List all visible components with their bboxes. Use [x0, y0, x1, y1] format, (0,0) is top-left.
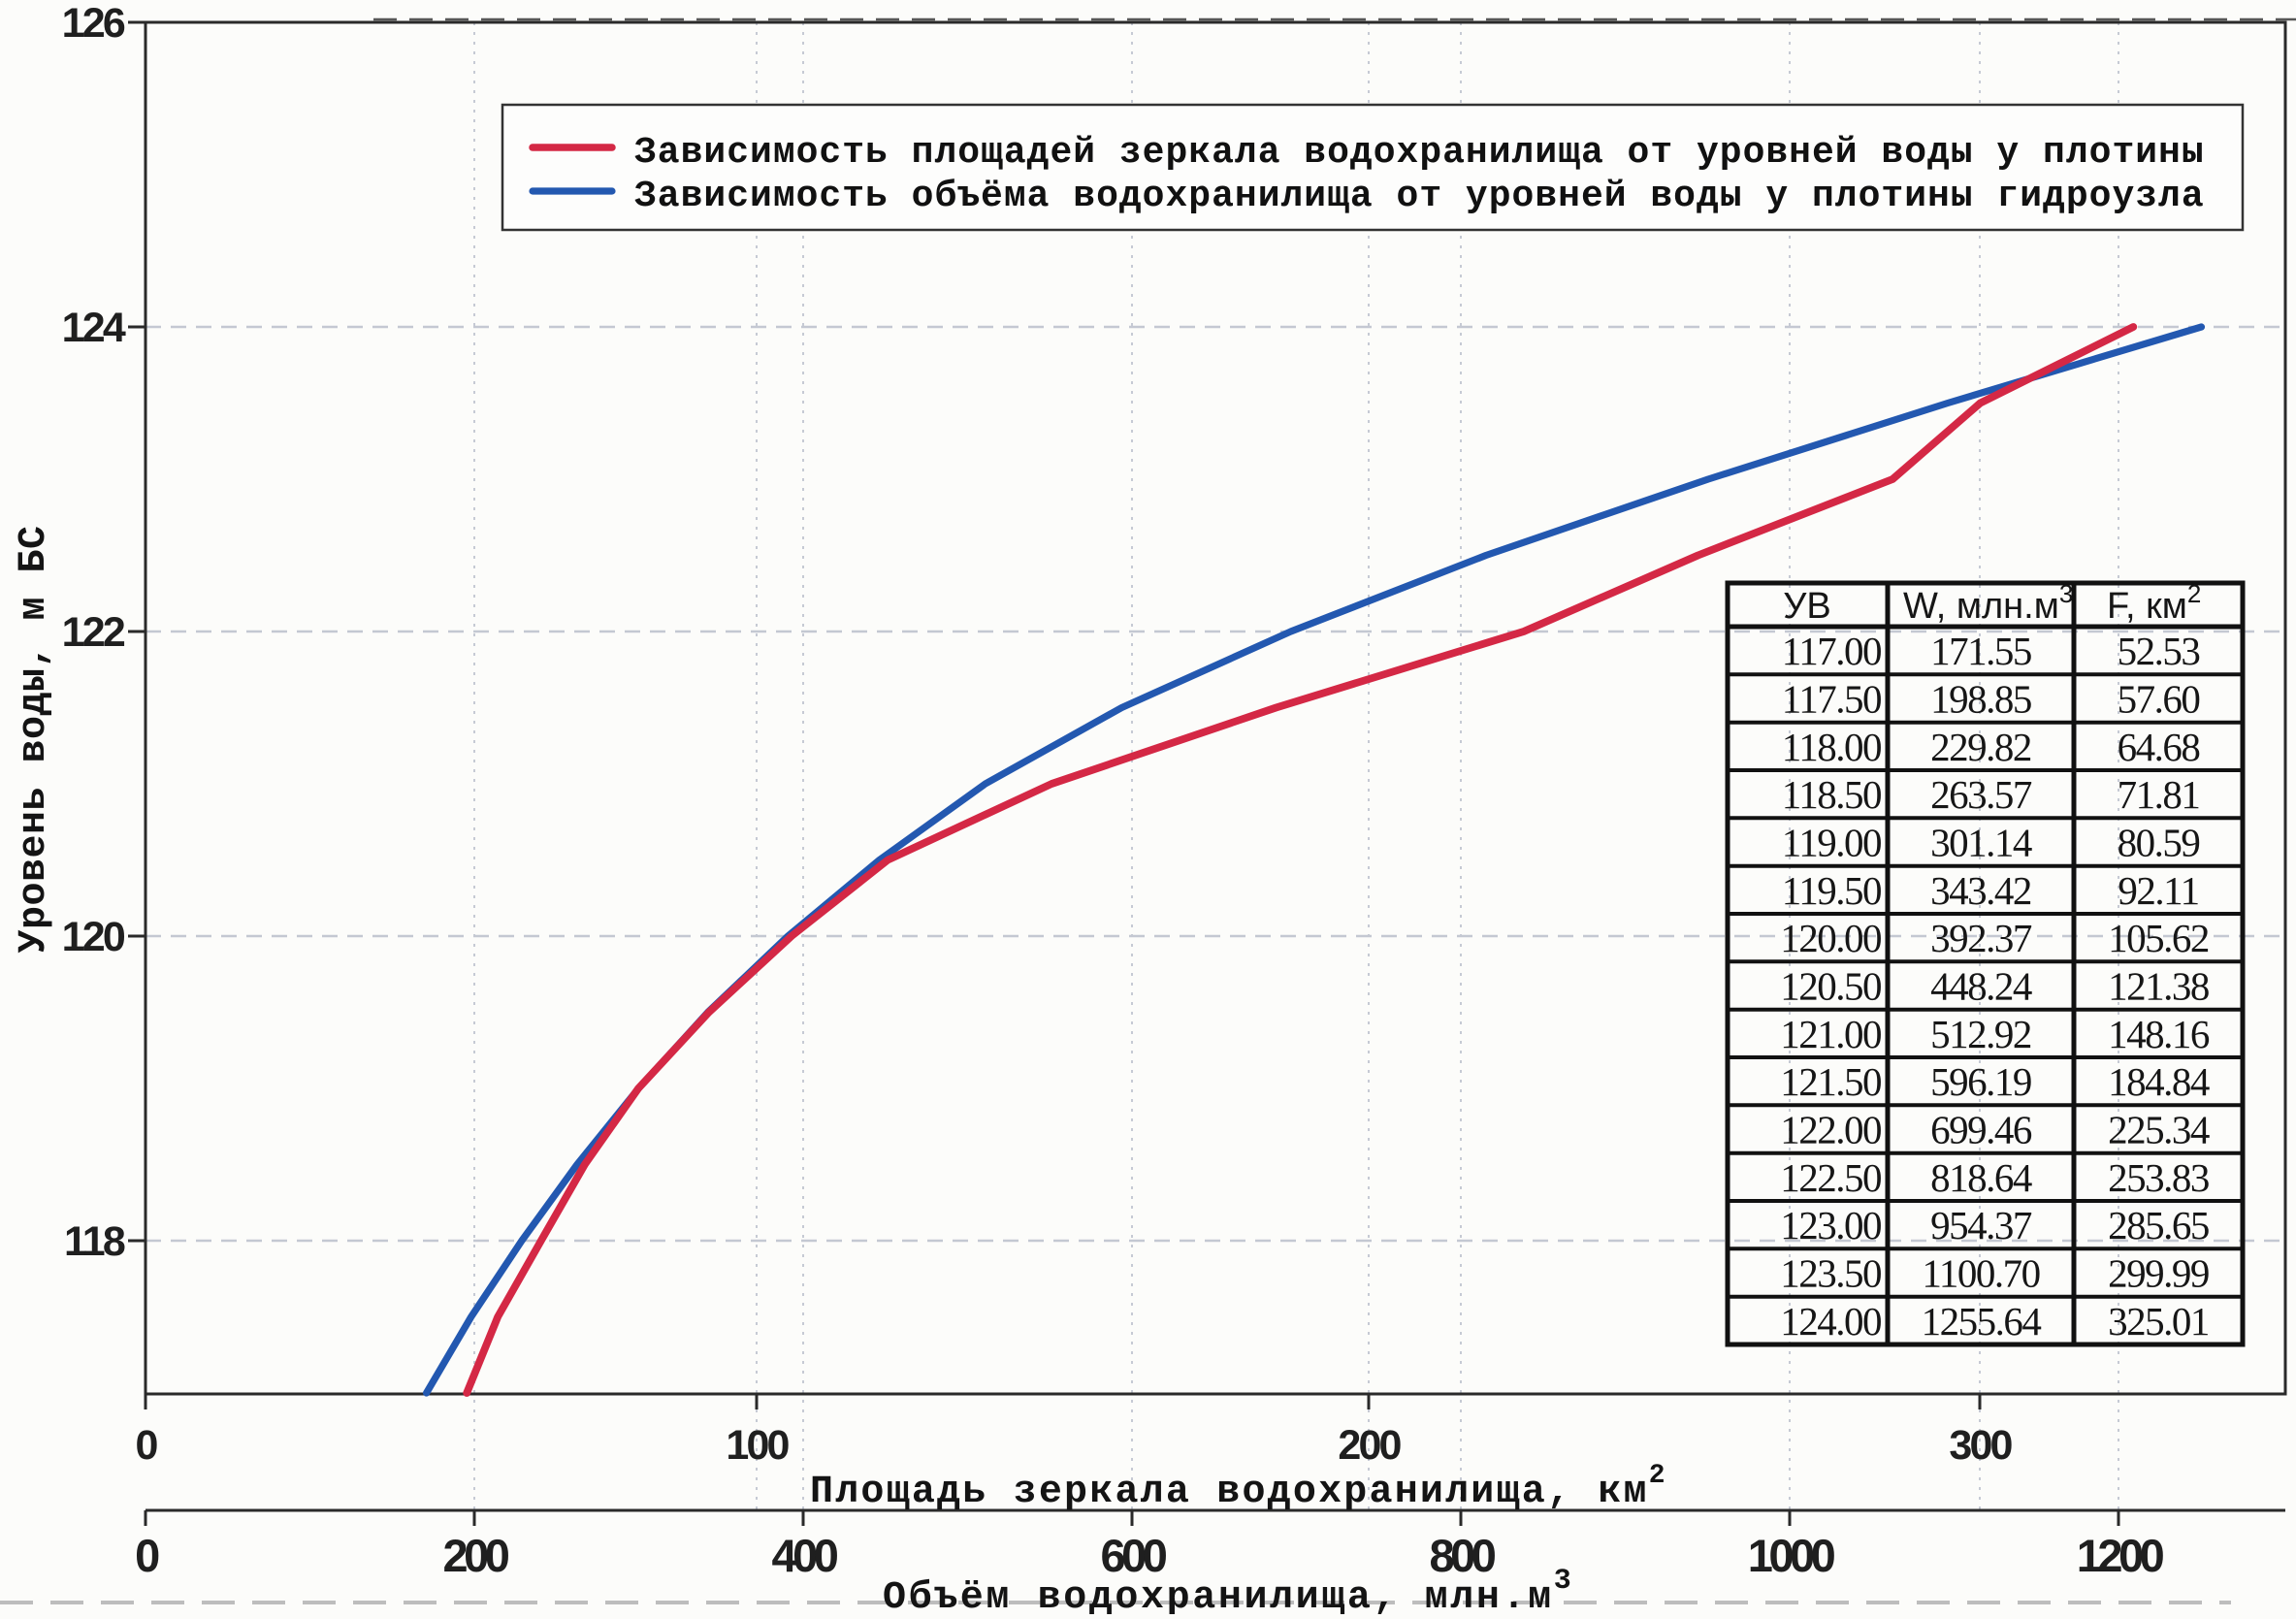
svg-text:0: 0 [135, 1422, 157, 1469]
svg-text:253.83: 253.83 [2108, 1155, 2209, 1200]
svg-text:124.00: 124.00 [1780, 1299, 1881, 1344]
svg-text:123.50: 123.50 [1780, 1251, 1881, 1296]
svg-text:263.57: 263.57 [1930, 772, 2032, 817]
svg-text:121.50: 121.50 [1780, 1059, 1881, 1104]
svg-text:148.16: 148.16 [2108, 1012, 2210, 1056]
svg-text:117.50: 117.50 [1782, 677, 1881, 722]
svg-text:F, км2: F, км2 [2107, 579, 2201, 627]
svg-text:123.00: 123.00 [1780, 1203, 1881, 1247]
svg-text:118.50: 118.50 [1782, 772, 1881, 817]
svg-text:299.99: 299.99 [2108, 1251, 2209, 1296]
svg-text:Площадь зеркала водохранилища,: Площадь зеркала водохранилища, км2 [810, 1461, 1667, 1514]
svg-text:200: 200 [1338, 1422, 1401, 1469]
svg-text:57.60: 57.60 [2118, 677, 2200, 722]
svg-text:300: 300 [1949, 1422, 2012, 1469]
svg-text:Зависимость площадей зеркала в: Зависимость площадей зеркала водохранили… [634, 132, 2205, 174]
svg-text:126: 126 [62, 0, 125, 47]
svg-text:УВ: УВ [1783, 586, 1831, 627]
svg-text:119.50: 119.50 [1782, 868, 1881, 913]
svg-text:1000: 1000 [1748, 1530, 1835, 1581]
svg-text:596.19: 596.19 [1930, 1059, 2031, 1104]
svg-text:120.50: 120.50 [1780, 964, 1881, 1009]
svg-text:1255.64: 1255.64 [1922, 1299, 2042, 1344]
svg-text:1200: 1200 [2077, 1530, 2164, 1581]
svg-text:64.68: 64.68 [2118, 725, 2200, 769]
svg-text:285.65: 285.65 [2108, 1203, 2209, 1247]
svg-text:325.01: 325.01 [2108, 1299, 2209, 1344]
svg-text:121.00: 121.00 [1780, 1012, 1881, 1056]
svg-text:120: 120 [62, 914, 125, 960]
svg-text:80.59: 80.59 [2118, 821, 2200, 865]
svg-text:119.00: 119.00 [1782, 821, 1881, 865]
svg-text:448.24: 448.24 [1930, 964, 2032, 1009]
svg-text:171.55: 171.55 [1930, 629, 2031, 673]
svg-text:699.46: 699.46 [1930, 1108, 2032, 1152]
svg-text:117.00: 117.00 [1782, 629, 1881, 673]
svg-text:400: 400 [772, 1530, 838, 1581]
svg-text:200: 200 [443, 1530, 509, 1581]
svg-text:122: 122 [62, 609, 125, 656]
svg-text:184.84: 184.84 [2108, 1059, 2210, 1104]
svg-text:301.14: 301.14 [1930, 821, 2032, 865]
svg-text:121.38: 121.38 [2108, 964, 2209, 1009]
svg-text:0: 0 [135, 1530, 159, 1581]
svg-text:392.37: 392.37 [1930, 916, 2032, 960]
svg-text:122.00: 122.00 [1780, 1108, 1881, 1152]
svg-text:198.85: 198.85 [1930, 677, 2031, 722]
svg-text:52.53: 52.53 [2118, 629, 2200, 673]
svg-text:118: 118 [64, 1218, 125, 1265]
svg-text:122.50: 122.50 [1780, 1155, 1881, 1200]
svg-text:800: 800 [1430, 1530, 1496, 1581]
svg-text:105.62: 105.62 [2108, 916, 2209, 960]
svg-text:818.64: 818.64 [1930, 1155, 2032, 1200]
svg-text:118.00: 118.00 [1782, 725, 1881, 769]
svg-text:Уровень воды, м БС: Уровень воды, м БС [13, 525, 56, 953]
svg-text:225.34: 225.34 [2108, 1108, 2210, 1152]
svg-text:124: 124 [62, 305, 126, 351]
svg-text:600: 600 [1101, 1530, 1167, 1581]
svg-text:92.11: 92.11 [2118, 868, 2198, 913]
svg-text:120.00: 120.00 [1780, 916, 1881, 960]
svg-text:229.82: 229.82 [1930, 725, 2031, 769]
svg-text:1100.70: 1100.70 [1922, 1251, 2039, 1296]
svg-text:954.37: 954.37 [1930, 1203, 2032, 1247]
svg-text:343.42: 343.42 [1930, 868, 2031, 913]
svg-text:Зависимость объёма водохранили: Зависимость объёма водохранилища от уров… [634, 176, 2205, 217]
svg-text:71.81: 71.81 [2118, 772, 2200, 817]
svg-text:100: 100 [726, 1422, 789, 1469]
svg-text:512.92: 512.92 [1930, 1012, 2031, 1056]
svg-text:W, млн.м3: W, млн.м3 [1903, 579, 2073, 627]
